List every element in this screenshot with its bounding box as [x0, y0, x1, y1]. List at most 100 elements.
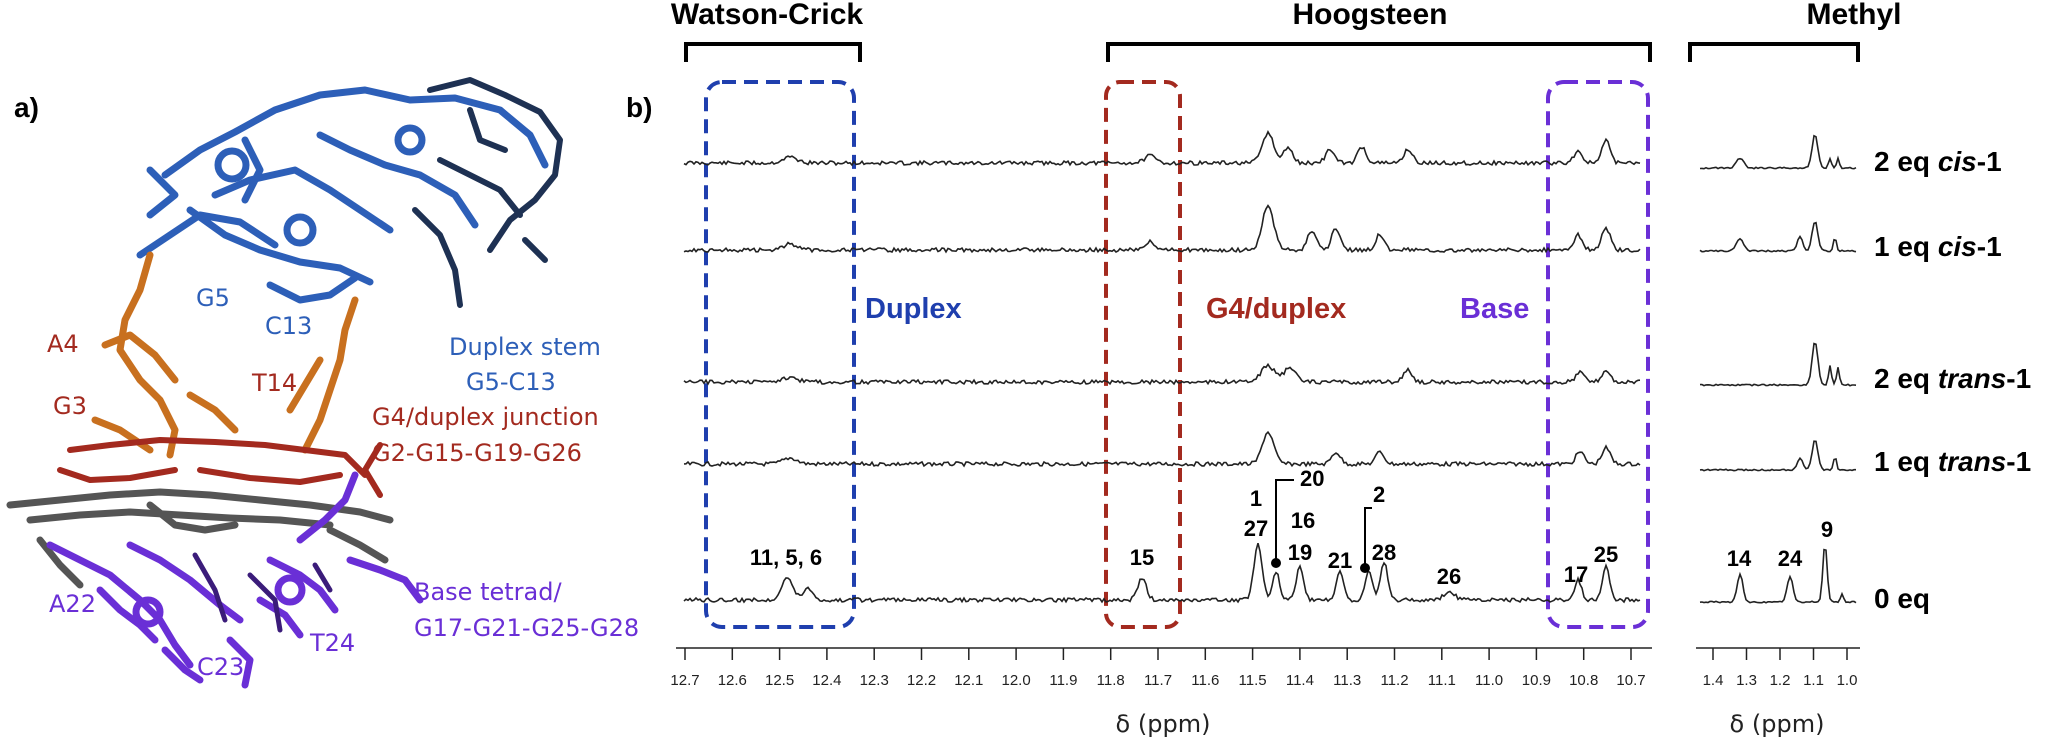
header-watson-crick: Watson-Crick	[671, 0, 864, 31]
header-methyl: Methyl	[1806, 0, 1901, 31]
axis-main-tick-label: 11.7	[1144, 672, 1172, 689]
region-label-g4-duplex: G4/duplex	[1206, 293, 1346, 325]
molecule-labels: G5 C13 A4 T14 G3 Duplex stem G5-C13 G4/d…	[47, 284, 639, 681]
label-tetrad-range: G17-G21-G25-G28	[414, 614, 639, 642]
label-junction: G4/duplex junction	[372, 403, 599, 431]
axis-methyl: 1.4 1.3 1.2 1.1 1.0	[1696, 647, 1860, 689]
g4-duplex-region-box	[1104, 80, 1182, 629]
trace-main-1eq-trans	[683, 430, 1641, 468]
molecular-structure	[6, 77, 563, 689]
axis-main-tick-label: 10.7	[1616, 672, 1645, 689]
base-region-box	[1546, 80, 1650, 629]
condition-0eq: 0 eq	[1874, 583, 1930, 614]
peak-label-28: 28	[1372, 540, 1396, 565]
label-t24: T24	[309, 629, 355, 657]
trace-methyl-2eq-cis	[1699, 134, 1857, 170]
axis-main: 12.7 12.6 12.5 12.4 12.3 12.2 12.1 12.0 11.9 11.8…	[670, 647, 1652, 689]
label-junction-range: G2-G15-G19-G26	[372, 439, 582, 467]
peak-label-26: 26	[1437, 564, 1461, 589]
peak-leader-lines	[1275, 479, 1372, 568]
peak-label-1: 1	[1250, 486, 1262, 511]
peak-label-17: 17	[1564, 562, 1588, 587]
label-c13: C13	[265, 312, 312, 340]
peak-label-methyl-24: 24	[1778, 546, 1803, 571]
peak-label-methyl-14: 14	[1727, 546, 1752, 571]
panel-a-label: a)	[14, 92, 39, 123]
peak-label-11-5-6: 11, 5, 6	[750, 545, 822, 570]
peak-label-15: 15	[1130, 545, 1154, 570]
condition-1eq-trans: 1 eq trans-1	[1874, 446, 2031, 477]
label-duplex-range: G5-C13	[466, 368, 556, 396]
axis-main-tick-label: 12.2	[907, 672, 936, 689]
axis-main-tick-label: 10.8	[1569, 672, 1598, 689]
trace-main-1eq-cis	[683, 204, 1641, 254]
axis-main-tick-label: 11.9	[1049, 672, 1077, 689]
label-c23: C23	[197, 653, 244, 681]
nmr-traces	[683, 129, 1857, 604]
trace-methyl-1eq-trans	[1699, 440, 1856, 472]
trace-main-2eq-cis	[683, 129, 1641, 167]
header-hoogsteen: Hoogsteen	[1292, 0, 1447, 31]
axis-main-tick-label: 12.4	[812, 672, 841, 689]
trace-methyl-1eq-cis	[1699, 221, 1857, 253]
label-g3: G3	[53, 392, 87, 420]
axis-main-tick-label: 12.0	[1001, 672, 1030, 689]
peak-label-2: 2	[1373, 482, 1385, 507]
duplex-stem-strands	[136, 86, 549, 304]
trace-methyl-0eq	[1699, 548, 1857, 604]
peak-label-27: 27	[1244, 516, 1268, 541]
axis-main-tick-label: 11.0	[1475, 672, 1503, 689]
axis-main-tick-label: 12.7	[670, 672, 699, 689]
axis-main-tick-label: 12.1	[954, 672, 983, 689]
axis-methyl-tick-label: 1.3	[1736, 672, 1757, 689]
label-g5: G5	[196, 284, 230, 312]
base-tetrad-dark	[192, 552, 333, 633]
axis-main-tick-label: 11.1	[1428, 672, 1456, 689]
peak-labels: 11, 5, 6 15 1 20 27 16 19 2 21 28 26 17 …	[750, 466, 1833, 589]
duplex-backbone-dark	[412, 77, 563, 308]
header-brackets	[684, 42, 1860, 62]
label-base-tetrad: Base tetrad/	[414, 578, 562, 606]
peak-label-21: 21	[1328, 548, 1352, 573]
axis-main-tick-label: 10.9	[1522, 672, 1551, 689]
axis-methyl-tick-label: 1.0	[1837, 672, 1858, 689]
axis-main-tick-label: 12.5	[765, 672, 794, 689]
region-label-base: Base	[1460, 293, 1529, 325]
axis-main-title: δ (ppm)	[1116, 710, 1211, 738]
label-a22: A22	[49, 590, 96, 618]
axis-main-tick-label: 11.6	[1191, 672, 1219, 689]
panel-b-label: b)	[626, 92, 652, 123]
axis-methyl-tick-label: 1.4	[1703, 672, 1724, 689]
leader-dot-2	[1360, 563, 1370, 573]
region-label-duplex: Duplex	[865, 293, 962, 325]
duplex-region-box	[704, 80, 856, 629]
base-tetrad-strands	[46, 471, 424, 689]
label-duplex-stem: Duplex stem	[449, 333, 601, 361]
axis-main-tick-label: 11.8	[1097, 672, 1125, 689]
junction-strands	[91, 251, 359, 459]
junction-backbone-red	[57, 437, 383, 498]
label-a4: A4	[47, 330, 79, 358]
condition-2eq-cis: 2 eq cis-1	[1874, 146, 2002, 177]
axis-main-tick-label: 12.6	[718, 672, 747, 689]
peak-label-20: 20	[1300, 466, 1324, 491]
peak-label-19: 19	[1288, 540, 1312, 565]
trace-methyl-2eq-trans	[1699, 342, 1857, 387]
leader-dot-20	[1271, 558, 1281, 568]
axis-main-tick-label: 11.3	[1333, 672, 1361, 689]
axis-methyl-tick-label: 1.1	[1803, 672, 1824, 689]
axis-main-tick-label: 11.4	[1286, 672, 1314, 689]
trace-main-2eq-trans	[683, 362, 1641, 386]
axis-methyl-tick-label: 1.2	[1770, 672, 1791, 689]
trace-main-0eq	[683, 542, 1641, 604]
gray-tetrad	[6, 488, 394, 589]
condition-2eq-trans: 2 eq trans-1	[1874, 363, 2031, 394]
axis-methyl-title: δ (ppm)	[1730, 710, 1825, 738]
label-t14: T14	[251, 369, 297, 397]
axis-main-tick-label: 12.3	[860, 672, 889, 689]
axis-main-tick-label: 11.2	[1380, 672, 1408, 689]
peak-label-25: 25	[1594, 542, 1618, 567]
peak-label-16: 16	[1291, 508, 1315, 533]
condition-1eq-cis: 1 eq cis-1	[1874, 231, 2002, 262]
